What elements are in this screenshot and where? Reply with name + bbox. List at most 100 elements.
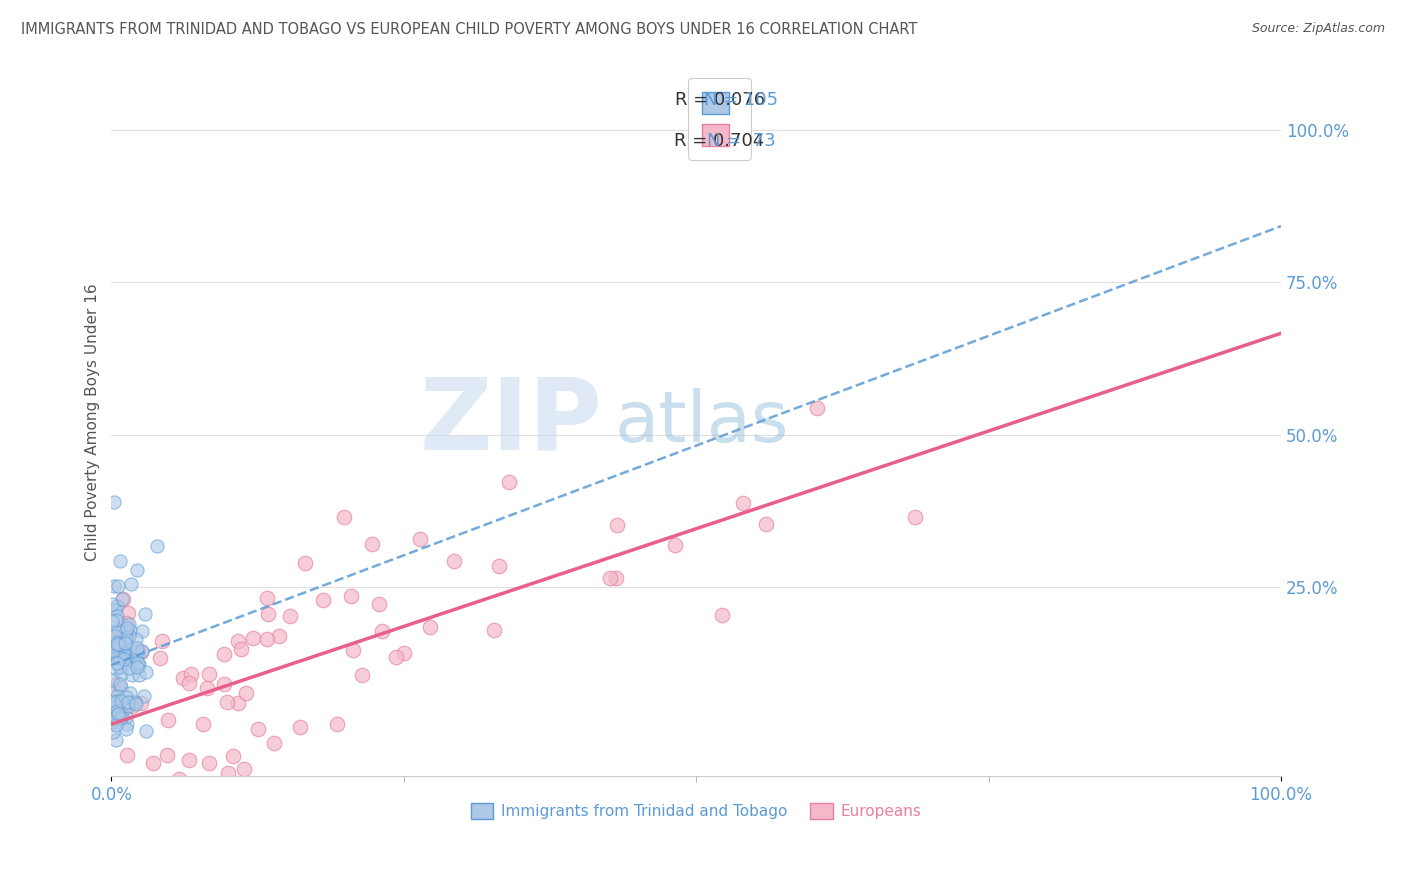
Point [108, 640, 131, 655]
Point [111, 592, 134, 607]
Point [131, 624, 153, 639]
Point [731, 496, 754, 510]
Point [217, 766, 239, 780]
Point [110, 677, 132, 691]
Point [606, 518, 628, 533]
Point [127, 646, 149, 660]
Point [125, 652, 148, 666]
Point [111, 646, 134, 660]
Point [179, 753, 201, 767]
Y-axis label: Child Poverty Among Boys Under 16: Child Poverty Among Boys Under 16 [86, 284, 100, 561]
Point [107, 639, 129, 653]
Point [246, 723, 269, 737]
Point [105, 677, 128, 691]
Point [114, 636, 136, 650]
Point [103, 712, 125, 726]
Point [443, 554, 465, 568]
Point [392, 646, 415, 660]
Point [172, 671, 194, 685]
Text: Source: ZipAtlas.com: Source: ZipAtlas.com [1251, 22, 1385, 36]
Point [121, 648, 143, 662]
Point [228, 697, 250, 711]
Point [101, 696, 124, 710]
Point [115, 624, 138, 639]
Point [135, 665, 157, 680]
Text: ZIP: ZIP [420, 374, 603, 471]
Point [146, 539, 169, 553]
Point [108, 660, 131, 674]
Point [108, 553, 131, 567]
Point [101, 639, 124, 653]
Point [333, 510, 356, 524]
Point [107, 579, 129, 593]
Point [110, 624, 132, 639]
Point [605, 571, 627, 585]
Point [132, 690, 155, 704]
Point [110, 680, 132, 694]
Point [110, 666, 132, 681]
Point [108, 644, 131, 658]
Text: R = 0.076: R = 0.076 [675, 92, 765, 110]
Point [100, 784, 122, 798]
Point [385, 650, 408, 665]
Point [131, 643, 153, 657]
Point [294, 556, 316, 570]
Point [105, 694, 128, 708]
Point [110, 651, 132, 665]
Point [117, 717, 139, 731]
Point [105, 698, 128, 712]
Point [104, 648, 127, 662]
Point [326, 716, 349, 731]
Point [256, 591, 278, 605]
Point [104, 732, 127, 747]
Point [121, 667, 143, 681]
Point [117, 616, 139, 631]
Point [222, 749, 245, 764]
Point [246, 805, 269, 820]
Legend: Immigrants from Trinidad and Tobago, Europeans: Immigrants from Trinidad and Tobago, Eur… [464, 797, 928, 825]
Point [488, 558, 510, 573]
Point [125, 632, 148, 646]
Point [484, 624, 506, 638]
Point [108, 641, 131, 656]
Point [149, 651, 172, 665]
Point [107, 707, 129, 722]
Point [155, 748, 177, 763]
Point [107, 637, 129, 651]
Point [105, 635, 128, 649]
Point [755, 516, 778, 531]
Point [111, 650, 134, 665]
Point [290, 720, 312, 734]
Point [104, 708, 127, 723]
Point [339, 589, 361, 603]
Point [267, 629, 290, 643]
Point [312, 593, 335, 607]
Point [180, 666, 202, 681]
Point [117, 621, 139, 635]
Point [118, 661, 141, 675]
Point [105, 689, 128, 703]
Point [150, 634, 173, 648]
Point [142, 756, 165, 770]
Point [103, 579, 125, 593]
Text: N =  73: N = 73 [707, 132, 775, 150]
Point [127, 644, 149, 658]
Point [107, 648, 129, 663]
Point [128, 667, 150, 681]
Point [599, 571, 621, 585]
Point [118, 630, 141, 644]
Point [131, 696, 153, 710]
Point [125, 697, 148, 711]
Point [107, 624, 129, 638]
Point [111, 638, 134, 652]
Point [104, 717, 127, 731]
Point [156, 714, 179, 728]
Point [408, 532, 430, 546]
Point [198, 756, 221, 771]
Point [114, 656, 136, 670]
Point [105, 637, 128, 651]
Point [127, 659, 149, 673]
Point [108, 646, 131, 660]
Point [235, 686, 257, 700]
Point [112, 648, 135, 662]
